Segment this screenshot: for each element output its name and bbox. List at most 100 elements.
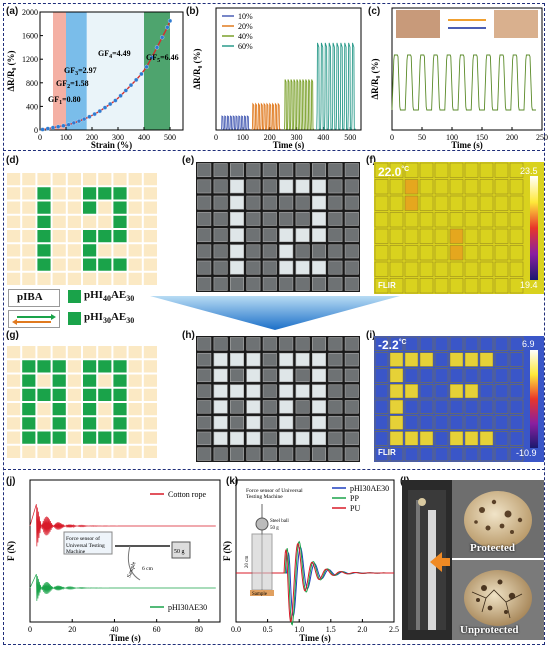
- figure-frame: [3, 3, 545, 645]
- grid-cell-green: [83, 417, 97, 430]
- photo-cell: [344, 163, 359, 178]
- photo-cell-white: [246, 368, 261, 383]
- photo-cell-white: [312, 384, 327, 398]
- photo-cell: [262, 195, 277, 210]
- thermal-cell: [389, 195, 404, 211]
- grid-cell: [67, 417, 81, 430]
- photo-cell: [213, 179, 228, 194]
- x-tick-label: 1.0: [294, 625, 304, 634]
- grid-cell: [98, 173, 112, 186]
- photo-cell-white: [213, 431, 228, 446]
- x-tick-label: 100: [60, 133, 72, 142]
- grid-cell: [98, 201, 112, 214]
- grid-cell: [67, 374, 81, 387]
- photo-cell-white: [312, 368, 327, 383]
- data-point: [167, 18, 173, 24]
- thermal-cell: [434, 368, 449, 383]
- pattern-grid-g: [7, 346, 157, 458]
- thermal-cell: [449, 162, 464, 178]
- thermal-cell: [494, 431, 509, 446]
- grid-cell-green: [37, 201, 51, 214]
- data-point: [40, 127, 45, 132]
- grid-cell-green: [52, 360, 66, 373]
- photo-cell: [229, 368, 244, 383]
- thermal-cell-hot: [449, 384, 464, 399]
- thermal-cell: [374, 368, 389, 383]
- photo-cell: [197, 179, 212, 194]
- inset-text-2: Testing Machine: [246, 494, 283, 500]
- photo-cell: [312, 244, 327, 259]
- thermal-cell: [479, 278, 494, 294]
- thermal-cell: [389, 447, 404, 462]
- thermal-cell: [404, 399, 419, 414]
- grid-cell: [83, 346, 97, 359]
- photo-cell: [279, 276, 294, 291]
- thermal-cell: [494, 278, 509, 294]
- photo-e-cells: [196, 162, 360, 292]
- chart-c: 0 50 100 150 200 250 Time (s) ΔR/R₀ (%): [370, 7, 548, 150]
- thermal-cell: [479, 245, 494, 261]
- thermal-cell: [449, 368, 464, 383]
- thermal-cell: [509, 384, 524, 399]
- grid-cell: [52, 215, 66, 228]
- grid-cell: [67, 346, 81, 359]
- grid-cell-green: [113, 360, 127, 373]
- grid-cell: [7, 173, 21, 186]
- legend-pHI40AE30: pHI40AE30: [84, 289, 135, 304]
- grid-cell: [52, 272, 66, 285]
- plot-frame: [215, 7, 362, 131]
- legend-green-swatch: [68, 290, 81, 303]
- legend-label-0: 10%: [238, 12, 253, 21]
- grid-cell: [98, 445, 112, 458]
- label-e: (e): [182, 155, 195, 166]
- photo-cell: [213, 276, 228, 291]
- grid-cell: [67, 388, 81, 401]
- grid-cell: [22, 272, 36, 285]
- thermal-cell: [419, 228, 434, 244]
- grid-cell: [67, 272, 81, 285]
- x-axis-label: Time (s): [273, 140, 305, 150]
- grid-cell: [128, 201, 142, 214]
- photo-cell: [328, 400, 343, 414]
- grid-cell: [98, 403, 112, 416]
- photo-cell-white: [229, 179, 244, 194]
- legend-exchange-icon: [8, 310, 60, 328]
- photo-cell: [262, 431, 277, 446]
- thermal-cell: [464, 278, 479, 294]
- x-tick-label: 40: [110, 625, 118, 634]
- thermal-cell-hot: [404, 384, 419, 399]
- thermal-cell: [419, 415, 434, 430]
- grid-cell-green: [113, 187, 127, 200]
- inset-text-3: Machine: [66, 549, 86, 555]
- label-g: (g): [6, 330, 19, 341]
- grid-cell: [22, 346, 36, 359]
- inset-mass: 50 g: [270, 526, 279, 531]
- thermal-cell: [374, 212, 389, 228]
- thermal-cell: [494, 384, 509, 399]
- thermal-cell: [449, 336, 464, 351]
- grid-cell: [143, 272, 157, 285]
- series-line-0: [220, 115, 250, 131]
- thermal-cell-hot: [404, 195, 419, 211]
- series-line-0: [29, 504, 216, 547]
- photo-cell-white: [229, 352, 244, 367]
- legend-label-0: Cotton rope: [168, 490, 206, 499]
- thermal-cell: [374, 336, 389, 351]
- photo-cell-white: [279, 179, 294, 194]
- photo-cell: [246, 276, 261, 291]
- thermal-cell: [479, 368, 494, 383]
- legend-label-1: 20%: [238, 22, 253, 31]
- grid-cell: [7, 445, 21, 458]
- grid-cell: [128, 258, 142, 271]
- photo-cell: [213, 447, 228, 461]
- thermal-cell: [509, 399, 524, 414]
- photo-cell: [246, 179, 261, 194]
- grid-cell: [67, 431, 81, 444]
- x-axis-label: Time (s): [451, 140, 483, 150]
- grid-cell: [128, 215, 142, 228]
- thermal-cell: [479, 162, 494, 178]
- thermal-cell-hot: [449, 431, 464, 446]
- grid-cell-green: [22, 431, 36, 444]
- grid-cell: [22, 187, 36, 200]
- thermal-cell: [434, 162, 449, 178]
